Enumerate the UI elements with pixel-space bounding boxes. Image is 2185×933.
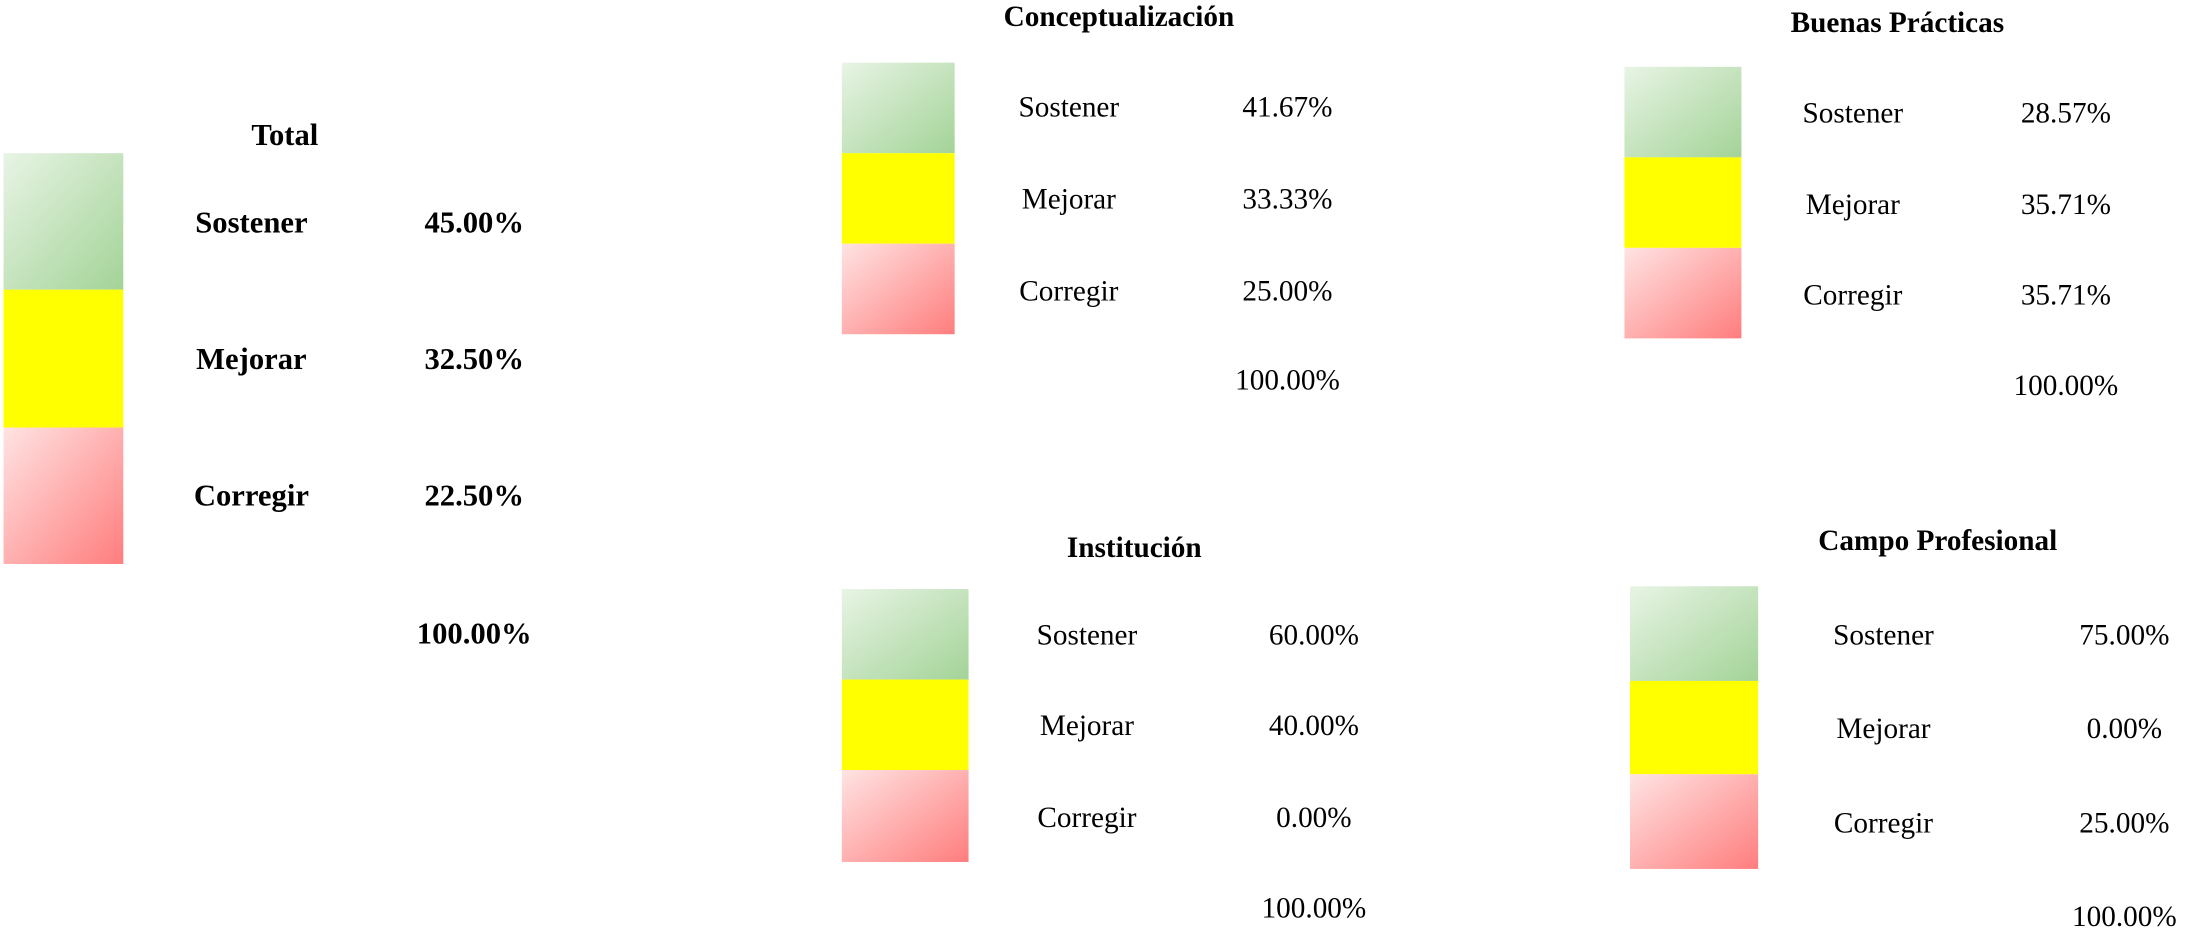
row-value: 22.50% [424,479,524,513]
row-label: Sostener [1037,619,1138,651]
row-value: 41.67% [1242,92,1332,124]
row-value: 0.00% [2087,713,2163,745]
panel-title: Buenas Prácticas [1791,7,2005,39]
row-label: Mejorar [1806,189,1900,221]
row-value: 32.50% [424,342,524,376]
row-label: Sostener [1802,97,1903,129]
row-value: 35.71% [2021,280,2111,312]
status-block [841,770,969,862]
row-label: Sostener [195,206,307,240]
row-value: 45.00% [424,206,524,240]
status-block [1624,157,1742,248]
row-label: Sostener [1018,92,1119,124]
row-value: 25.00% [1242,276,1332,308]
status-block [1630,680,1759,775]
total-value: 100.00% [417,616,532,650]
row-value: 33.33% [1242,184,1332,216]
total-value: 100.00% [2072,901,2177,933]
status-block [841,589,969,680]
row-label: Corregir [1037,802,1136,834]
row-label: Mejorar [1836,713,1930,745]
status-block [841,153,955,244]
row-value: 40.00% [1269,710,1359,742]
row-value: 60.00% [1269,619,1359,651]
panel-title: Campo Profesional [1818,525,2057,557]
status-block [1630,586,1759,681]
row-label: Sostener [1833,619,1934,651]
status-block [841,243,955,335]
row-value: 0.00% [1276,802,1352,834]
status-block [3,427,124,564]
row-value: 28.57% [2021,97,2111,129]
row-label: Mejorar [1022,184,1116,216]
row-label: Corregir [194,479,309,513]
status-block [1624,247,1742,339]
status-block [3,153,124,290]
row-label: Mejorar [196,342,307,376]
status-block [1630,774,1759,869]
total-value: 100.00% [1262,892,1367,924]
total-value: 100.00% [2014,370,2119,402]
row-label: Mejorar [1040,710,1134,742]
status-block [3,289,124,428]
row-value: 75.00% [2079,619,2169,651]
panel-title: Conceptualización [1004,1,1235,33]
row-value: 25.00% [2079,807,2169,839]
row-label: Corregir [1803,280,1902,312]
status-block [841,62,955,154]
row-label: Corregir [1834,807,1933,839]
panel-title: Total [251,118,318,152]
panel-title: Institución [1067,532,1202,564]
total-value: 100.00% [1235,365,1340,397]
row-value: 35.71% [2021,189,2111,221]
status-block [1624,66,1742,158]
status-block [841,679,969,771]
row-label: Corregir [1019,276,1118,308]
